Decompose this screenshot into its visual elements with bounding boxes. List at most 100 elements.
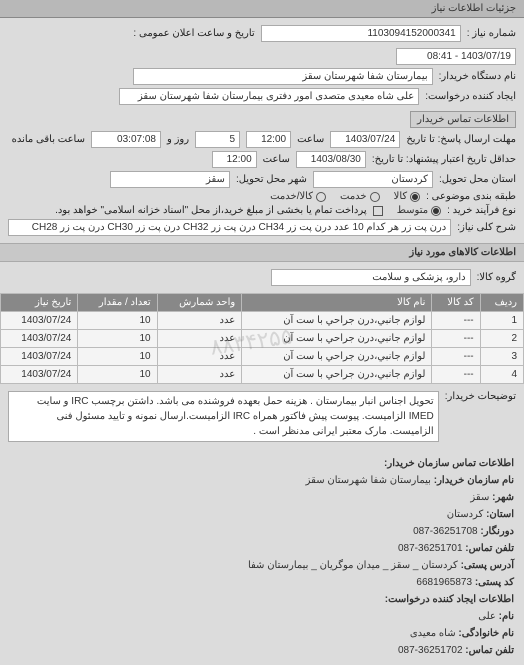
number-field: 1103094152000341 bbox=[261, 25, 461, 42]
desc-label: توضیحات خریدار: bbox=[445, 391, 516, 402]
table-cell: 4 bbox=[480, 366, 523, 384]
requester-label: ایجاد کننده درخواست: bbox=[425, 91, 516, 102]
city-label: شهر محل تحویل: bbox=[236, 174, 307, 185]
credit-time-field: 12:00 bbox=[212, 151, 257, 168]
contact-prov-label: استان: bbox=[486, 509, 514, 520]
goods-table: ردیف کد کالا نام کالا واحد شمارش تعداد /… bbox=[0, 293, 524, 384]
pack-radio-label-2: کالا/خدمت bbox=[270, 191, 313, 202]
table-cell: 1403/07/24 bbox=[1, 330, 78, 348]
table-cell: --- bbox=[432, 366, 480, 384]
contact-addr: کردستان _ سقز _ میدان موگریان _ بیمارستا… bbox=[248, 560, 458, 571]
th-code: کد کالا bbox=[432, 294, 480, 312]
city-field: سقز bbox=[110, 171, 230, 188]
table-cell: عدد bbox=[157, 330, 242, 348]
buyer-field: بیمارستان شفا شهرستان سقز bbox=[133, 68, 433, 85]
contact-tel: 36251708-087 bbox=[413, 526, 478, 537]
pay-radio-medium[interactable]: متوسط bbox=[397, 205, 441, 216]
th-qty: تعداد / مقدار bbox=[78, 294, 157, 312]
pay-checkbox[interactable] bbox=[373, 206, 383, 216]
province-field: کردستان bbox=[313, 171, 433, 188]
contact-city-label: شهر: bbox=[492, 492, 514, 503]
pack-radio-kala[interactable]: کالا bbox=[394, 191, 421, 202]
remain-suffix-label: ساعت باقی مانده bbox=[12, 134, 85, 145]
table-cell: --- bbox=[432, 330, 480, 348]
pay-note: پرداخت تمام یا بخشی از مبلغ خرید،از محل … bbox=[55, 205, 367, 216]
pay-label: نوع فرآیند خرید : bbox=[447, 205, 516, 216]
credit-label: حداقل تاریخ اعتبار پیشنهاد: تا تاریخ: bbox=[372, 154, 516, 165]
pubdate-field: 1403/07/19 - 08:41 bbox=[396, 48, 516, 65]
table-cell: عدد bbox=[157, 348, 242, 366]
contact-addr-label: آدرس پستی: bbox=[461, 560, 514, 571]
req-header: اطلاعات ایجاد کننده درخواست: bbox=[385, 594, 514, 605]
table-cell: 1403/07/24 bbox=[1, 348, 78, 366]
deadline-label: مهلت ارسال پاسخ: تا تاریخ bbox=[406, 134, 516, 145]
deadline-time-label: ساعت bbox=[297, 134, 324, 145]
contact-tel-label: دورنگار: bbox=[480, 526, 514, 537]
contact-phone: 36251701-087 bbox=[398, 543, 463, 554]
contact-city: سقز bbox=[470, 492, 489, 503]
table-row: 2---لوازم جانبي،درن جراحي با ست آنعدد101… bbox=[1, 330, 524, 348]
table-cell: 10 bbox=[78, 366, 157, 384]
contact-post: 6681965873 bbox=[416, 577, 472, 588]
th-unit: واحد شمارش bbox=[157, 294, 242, 312]
contact-button[interactable]: اطلاعات تماس خریدار bbox=[410, 111, 516, 128]
table-wrap: ردیف کد کالا نام کالا واحد شمارش تعداد /… bbox=[0, 293, 524, 384]
page: جزئیات اطلاعات نیاز شماره نیاز : 1103094… bbox=[0, 0, 524, 665]
credit-date-field: 1403/08/30 bbox=[296, 151, 366, 168]
pay-radio-label-0: متوسط bbox=[397, 205, 428, 216]
th-name: نام کالا bbox=[242, 294, 432, 312]
table-cell: 10 bbox=[78, 330, 157, 348]
table-cell: 3 bbox=[480, 348, 523, 366]
radio-dot-icon bbox=[370, 192, 380, 202]
radio-dot-icon bbox=[410, 192, 420, 202]
table-cell: 1 bbox=[480, 312, 523, 330]
contact-block: اطلاعات تماس سازمان خریدار: نام سازمان خ… bbox=[0, 449, 524, 665]
table-cell: لوازم جانبي،درن جراحي با ست آن bbox=[242, 312, 432, 330]
contact-org-label: نام سازمان خریدار: bbox=[434, 475, 514, 486]
number-label: شماره نیاز : bbox=[467, 28, 516, 39]
table-cell: --- bbox=[432, 312, 480, 330]
radio-dot-icon bbox=[316, 192, 326, 202]
remain-days-field: 5 bbox=[195, 131, 240, 148]
table-cell: 1403/07/24 bbox=[1, 366, 78, 384]
table-header-row: ردیف کد کالا نام کالا واحد شمارش تعداد /… bbox=[1, 294, 524, 312]
remain-time-field: 03:07:08 bbox=[91, 131, 161, 148]
contact-prov: کردستان bbox=[447, 509, 484, 520]
pack-radio-label-1: خدمت bbox=[340, 191, 367, 202]
pack-radio-both[interactable]: کالا/خدمت bbox=[270, 191, 326, 202]
req-fam-label: نام خانوادگی: bbox=[458, 628, 514, 639]
pubdate-label: تاریخ و ساعت اعلان عمومی : bbox=[133, 28, 254, 39]
table-row: 3---لوازم جانبي،درن جراحي با ست آنعدد101… bbox=[1, 348, 524, 366]
goods-header: اطلاعات کالاهای مورد نیاز bbox=[0, 243, 524, 262]
table-cell: --- bbox=[432, 348, 480, 366]
deadline-time-field: 12:00 bbox=[246, 131, 291, 148]
req-tel: 36251702-087 bbox=[398, 645, 463, 656]
th-date: تاریخ نیاز bbox=[1, 294, 78, 312]
form-section: شماره نیاز : 1103094152000341 تاریخ و سا… bbox=[0, 18, 524, 243]
contact-header: اطلاعات تماس سازمان خریدار: bbox=[384, 458, 514, 469]
group-field: دارو، پزشکی و سلامت bbox=[271, 269, 471, 286]
remain-days-label: روز و bbox=[167, 134, 189, 145]
contact-phone-label: تلفن تماس: bbox=[465, 543, 514, 554]
req-fam: شاه معیدی bbox=[410, 628, 456, 639]
contact-org: بیمارستان شفا شهرستان سقز bbox=[306, 475, 431, 486]
buyer-label: نام دستگاه خریدار: bbox=[439, 71, 516, 82]
pack-radio-khedmat[interactable]: خدمت bbox=[340, 191, 380, 202]
contact-post-label: کد پستی: bbox=[475, 577, 514, 588]
province-label: استان محل تحویل: bbox=[439, 174, 516, 185]
table-cell: عدد bbox=[157, 366, 242, 384]
desc-field: تحویل اجناس انبار بیمارستان . هزینه حمل … bbox=[8, 391, 439, 442]
group-label: گروه کالا: bbox=[477, 272, 516, 283]
table-cell: لوازم جانبي،درن جراحي با ست آن bbox=[242, 330, 432, 348]
req-name-label: نام: bbox=[499, 611, 514, 622]
table-cell: 10 bbox=[78, 348, 157, 366]
pack-radio-label-0: کالا bbox=[394, 191, 408, 202]
table-cell: 10 bbox=[78, 312, 157, 330]
table-cell: 2 bbox=[480, 330, 523, 348]
req-tel-label: تلفن تماس: bbox=[465, 645, 514, 656]
th-row: ردیف bbox=[480, 294, 523, 312]
credit-time-label: ساعت bbox=[263, 154, 290, 165]
table-row: 4---لوازم جانبي،درن جراحي با ست آنعدد101… bbox=[1, 366, 524, 384]
deadline-date-field: 1403/07/24 bbox=[330, 131, 400, 148]
table-cell: لوازم جانبي،درن جراحي با ست آن bbox=[242, 366, 432, 384]
